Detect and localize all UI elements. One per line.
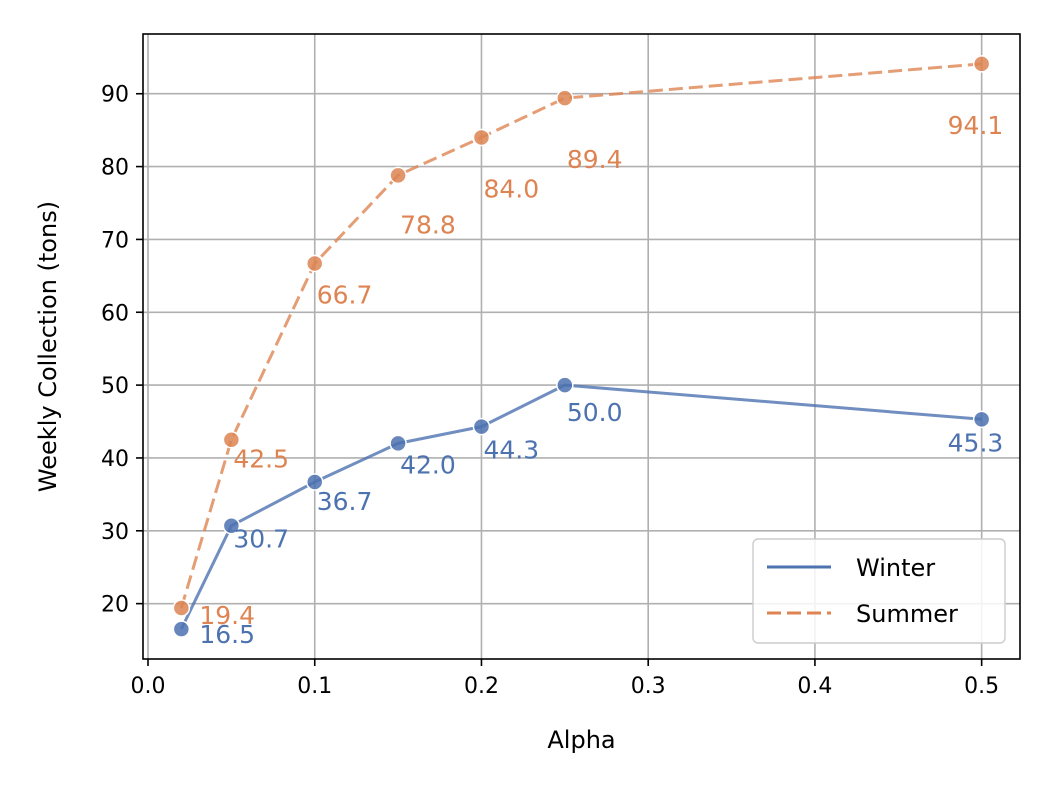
x-axis-label: Alpha bbox=[547, 726, 615, 754]
data-label-summer: 94.1 bbox=[948, 111, 1004, 140]
data-label-summer: 42.5 bbox=[233, 445, 289, 474]
data-label-winter: 16.5 bbox=[199, 620, 255, 649]
data-point-winter bbox=[472, 417, 491, 436]
y-tick-label: 30 bbox=[101, 520, 129, 545]
data-point-winter bbox=[222, 516, 241, 535]
x-tick-label: 0.4 bbox=[797, 674, 832, 699]
data-label-summer: 89.4 bbox=[567, 145, 623, 174]
data-point-summer bbox=[222, 430, 241, 449]
data-point-summer bbox=[172, 599, 191, 617]
data-point-summer bbox=[972, 55, 991, 73]
legend: Winter Summer bbox=[752, 538, 1006, 644]
data-point-summer bbox=[305, 254, 324, 273]
axis-ticks: 0.0 0.1 0.2 0.3 0.4 0.5 20 30 40 50 60 70 80 90 bbox=[101, 83, 999, 699]
data-point-winter bbox=[389, 434, 407, 453]
data-label-winter: 44.3 bbox=[483, 436, 539, 465]
y-tick-label: 80 bbox=[101, 156, 129, 181]
legend-label-summer: Summer bbox=[856, 600, 958, 628]
data-point-summer bbox=[389, 166, 407, 185]
plot-frame bbox=[142, 33, 1021, 660]
x-tick-label: 0.5 bbox=[964, 674, 999, 699]
data-point-winter bbox=[305, 473, 324, 491]
data-label-winter: 45.3 bbox=[948, 428, 1004, 457]
data-label-summer: 78.8 bbox=[400, 210, 456, 239]
data-point-summer bbox=[472, 128, 491, 147]
data-label-summer: 84.0 bbox=[483, 174, 539, 203]
data-point-winter bbox=[172, 620, 191, 638]
y-tick-label: 60 bbox=[101, 301, 129, 326]
y-tick-label: 40 bbox=[101, 447, 129, 472]
data-point-summer bbox=[556, 89, 574, 107]
data-label-winter: 30.7 bbox=[233, 525, 289, 554]
data-point-winter bbox=[972, 410, 991, 429]
data-label-winter: 50.0 bbox=[567, 398, 623, 427]
y-tick-label: 20 bbox=[101, 593, 129, 618]
data-label-winter: 36.7 bbox=[317, 487, 373, 516]
x-tick-label: 0.2 bbox=[464, 674, 499, 699]
y-axis-label: Weekly Collection (tons) bbox=[34, 201, 62, 492]
series-markers bbox=[172, 55, 991, 638]
x-tick-label: 0.1 bbox=[297, 674, 332, 699]
x-tick-label: 0.3 bbox=[631, 674, 666, 699]
x-tick-label: 0.0 bbox=[131, 674, 166, 699]
data-label-summer: 19.4 bbox=[199, 601, 255, 630]
data-labels: 16.5 30.7 36.7 42.0 44.3 50.0 45.3 19.4 42.5 66.7… bbox=[199, 111, 1003, 649]
legend-box bbox=[752, 538, 1006, 644]
legend-label-winter: Winter bbox=[856, 554, 935, 582]
y-tick-label: 50 bbox=[101, 374, 129, 399]
data-label-winter: 42.0 bbox=[400, 450, 456, 479]
grid bbox=[143, 34, 1020, 659]
data-label-summer: 66.7 bbox=[317, 280, 373, 309]
y-tick-label: 70 bbox=[101, 228, 129, 253]
y-tick-label: 90 bbox=[101, 83, 129, 108]
data-point-winter bbox=[556, 376, 574, 394]
